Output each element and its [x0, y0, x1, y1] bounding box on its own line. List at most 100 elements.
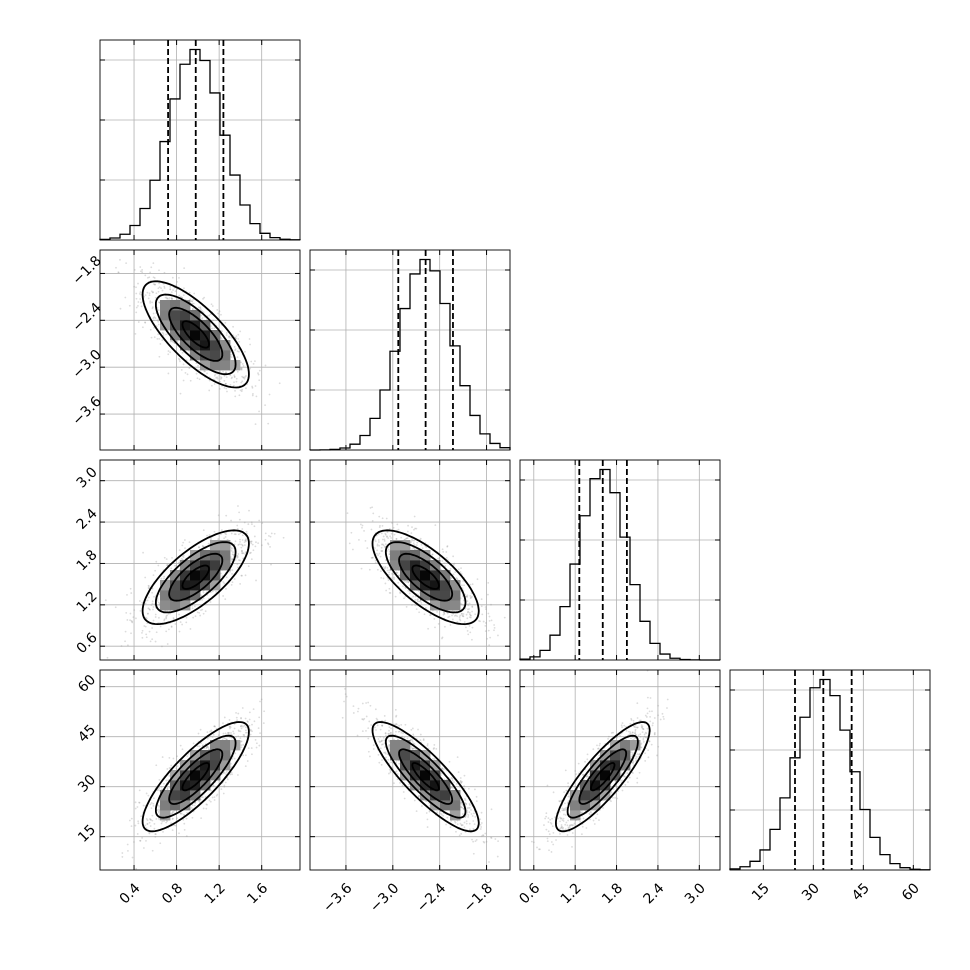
contour-line: [155, 734, 237, 819]
scatter-point: [487, 629, 490, 632]
histogram-step: [99, 48, 301, 241]
density-bin: [180, 790, 191, 801]
scatter-point: [384, 582, 387, 585]
scatter-point: [387, 537, 390, 540]
scatter-point: [466, 629, 469, 632]
scatter-point: [253, 720, 256, 723]
scatter-point: [147, 584, 150, 587]
scatter-point: [147, 587, 150, 589]
scatter-point: [167, 372, 170, 375]
scatter-point: [166, 297, 168, 300]
scatter-point: [232, 384, 235, 387]
scatter-point: [139, 839, 141, 842]
scatter-point: [159, 625, 162, 628]
scatter-point: [148, 292, 151, 295]
scatter-point: [158, 286, 161, 289]
density-bin: [170, 600, 181, 611]
histogram-step: [519, 468, 721, 661]
scatter-point: [248, 718, 251, 721]
scatter-point: [198, 546, 200, 548]
scatter-point: [245, 530, 248, 533]
scatter-point: [163, 577, 165, 580]
scatter-point: [384, 734, 387, 737]
scatter-point: [371, 519, 374, 522]
density-bin: [220, 760, 231, 771]
scatter-point: [216, 308, 219, 311]
scatter-point: [380, 532, 383, 535]
scatter-point: [468, 613, 471, 616]
scatter-point: [246, 731, 249, 734]
scatter-point: [170, 625, 173, 628]
scatter-point: [254, 545, 257, 548]
scatter-point: [476, 578, 479, 581]
scatter-point: [239, 389, 242, 392]
scatter-point: [166, 614, 169, 617]
scatter-point: [393, 533, 396, 536]
scatter-point: [388, 732, 391, 735]
scatter-point: [176, 298, 179, 301]
scatter-point: [139, 298, 142, 300]
scatter-point: [440, 774, 442, 777]
scatter-point: [141, 837, 144, 839]
scatter-point: [198, 368, 201, 371]
scatter-point: [388, 553, 391, 555]
scatter-point: [224, 732, 227, 735]
scatter-point: [210, 537, 212, 540]
scatter-point: [240, 740, 243, 743]
scatter-point: [437, 557, 439, 560]
scatter-point: [380, 740, 383, 743]
scatter-point: [124, 630, 127, 633]
scatter-point: [210, 384, 213, 387]
scatter-point: [211, 736, 214, 738]
scatter-point: [191, 308, 194, 311]
scatter-point: [166, 643, 169, 645]
scatter-point: [376, 549, 379, 552]
scatter-point: [248, 338, 251, 340]
scatter-point: [198, 800, 201, 803]
scatter-point: [465, 595, 468, 598]
scatter-point: [493, 624, 495, 626]
scatter-point: [374, 559, 377, 562]
scatter-point: [146, 612, 149, 615]
density-content: [115, 258, 281, 426]
scatter-point: [150, 802, 153, 804]
scatter-point: [181, 544, 184, 547]
scatter-point: [157, 333, 160, 336]
scatter-point: [202, 807, 205, 810]
scatter-point: [419, 600, 422, 603]
scatter-point: [162, 830, 164, 833]
scatter-point: [179, 360, 181, 363]
scatter-point: [222, 370, 224, 373]
scatter-point: [135, 306, 138, 309]
scatter-point: [216, 793, 219, 796]
scatter-point: [250, 521, 253, 524]
scatter-point: [213, 799, 216, 801]
scatter-point: [158, 806, 161, 808]
scatter-point: [239, 532, 242, 535]
scatter-point: [381, 759, 383, 761]
scatter-point: [131, 620, 134, 623]
density-bin: [190, 560, 201, 571]
scatter-point: [237, 712, 240, 715]
scatter-point: [181, 555, 184, 558]
scatter-point: [469, 583, 472, 586]
scatter-point: [381, 517, 384, 520]
scatter-point: [221, 738, 224, 741]
scatter-point: [380, 543, 383, 546]
scatter-point: [231, 569, 234, 571]
density-bin: [160, 810, 171, 821]
scatter-point: [128, 819, 131, 822]
scatter-point: [213, 374, 216, 377]
scatter-point: [208, 314, 211, 317]
scatter-point: [223, 716, 226, 719]
scatter-point: [443, 611, 445, 614]
scatter-point: [451, 614, 453, 617]
scatter-point: [202, 591, 205, 594]
scatter-point: [451, 618, 454, 621]
scatter-point: [490, 808, 493, 811]
scatter-point: [157, 287, 160, 290]
scatter-point: [467, 604, 470, 607]
scatter-point: [381, 743, 384, 746]
scatter-point: [182, 818, 185, 821]
scatter-point: [243, 521, 246, 524]
